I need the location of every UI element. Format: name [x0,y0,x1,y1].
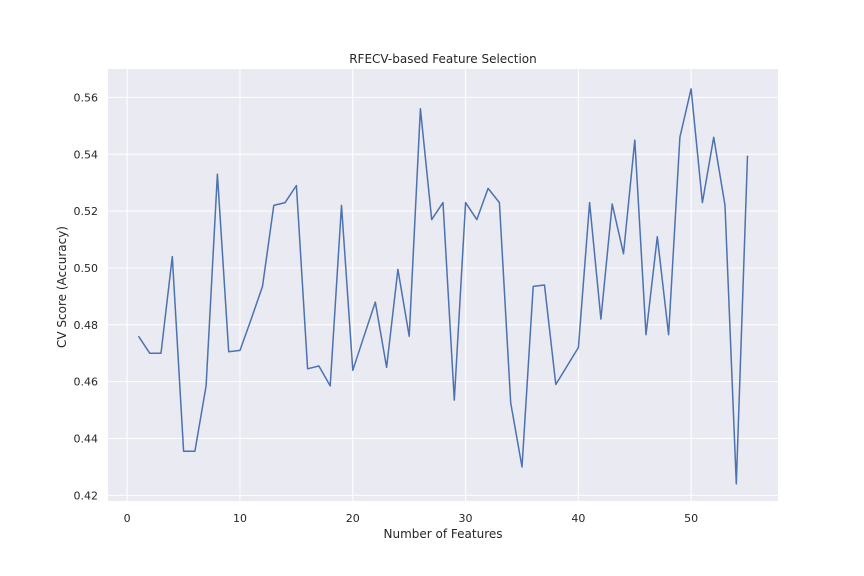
y-tick-label: 0.42 [74,489,99,502]
series-layer [137,88,749,485]
chart-title: RFECV-based Feature Selection [349,52,537,66]
x-tick-label: 30 [459,512,473,525]
y-tick-label: 0.44 [74,432,99,445]
x-tick-label: 10 [233,512,247,525]
x-tick-label: 50 [684,512,698,525]
y-tick-label: 0.52 [74,205,99,218]
x-axis-label: Number of Features [384,527,503,541]
y-axis-label: CV Score (Accuracy) [55,226,69,348]
y-tick-label: 0.54 [74,148,99,161]
y-tick-label: 0.46 [74,376,99,389]
series-line [137,88,749,485]
x-tick-label: 40 [571,512,585,525]
x-tick-label: 20 [346,512,360,525]
y-tick-label: 0.56 [74,91,99,104]
y-tick-label: 0.48 [74,319,99,332]
y-tick-label: 0.50 [74,262,99,275]
x-tick-label: 0 [124,512,131,525]
x-axis-ticks: 0 10 20 30 40 50 [124,512,698,525]
y-axis-ticks: 0.42 0.44 0.46 0.48 0.50 0.52 0.54 0.56 [74,91,99,502]
plot-area [108,69,778,501]
